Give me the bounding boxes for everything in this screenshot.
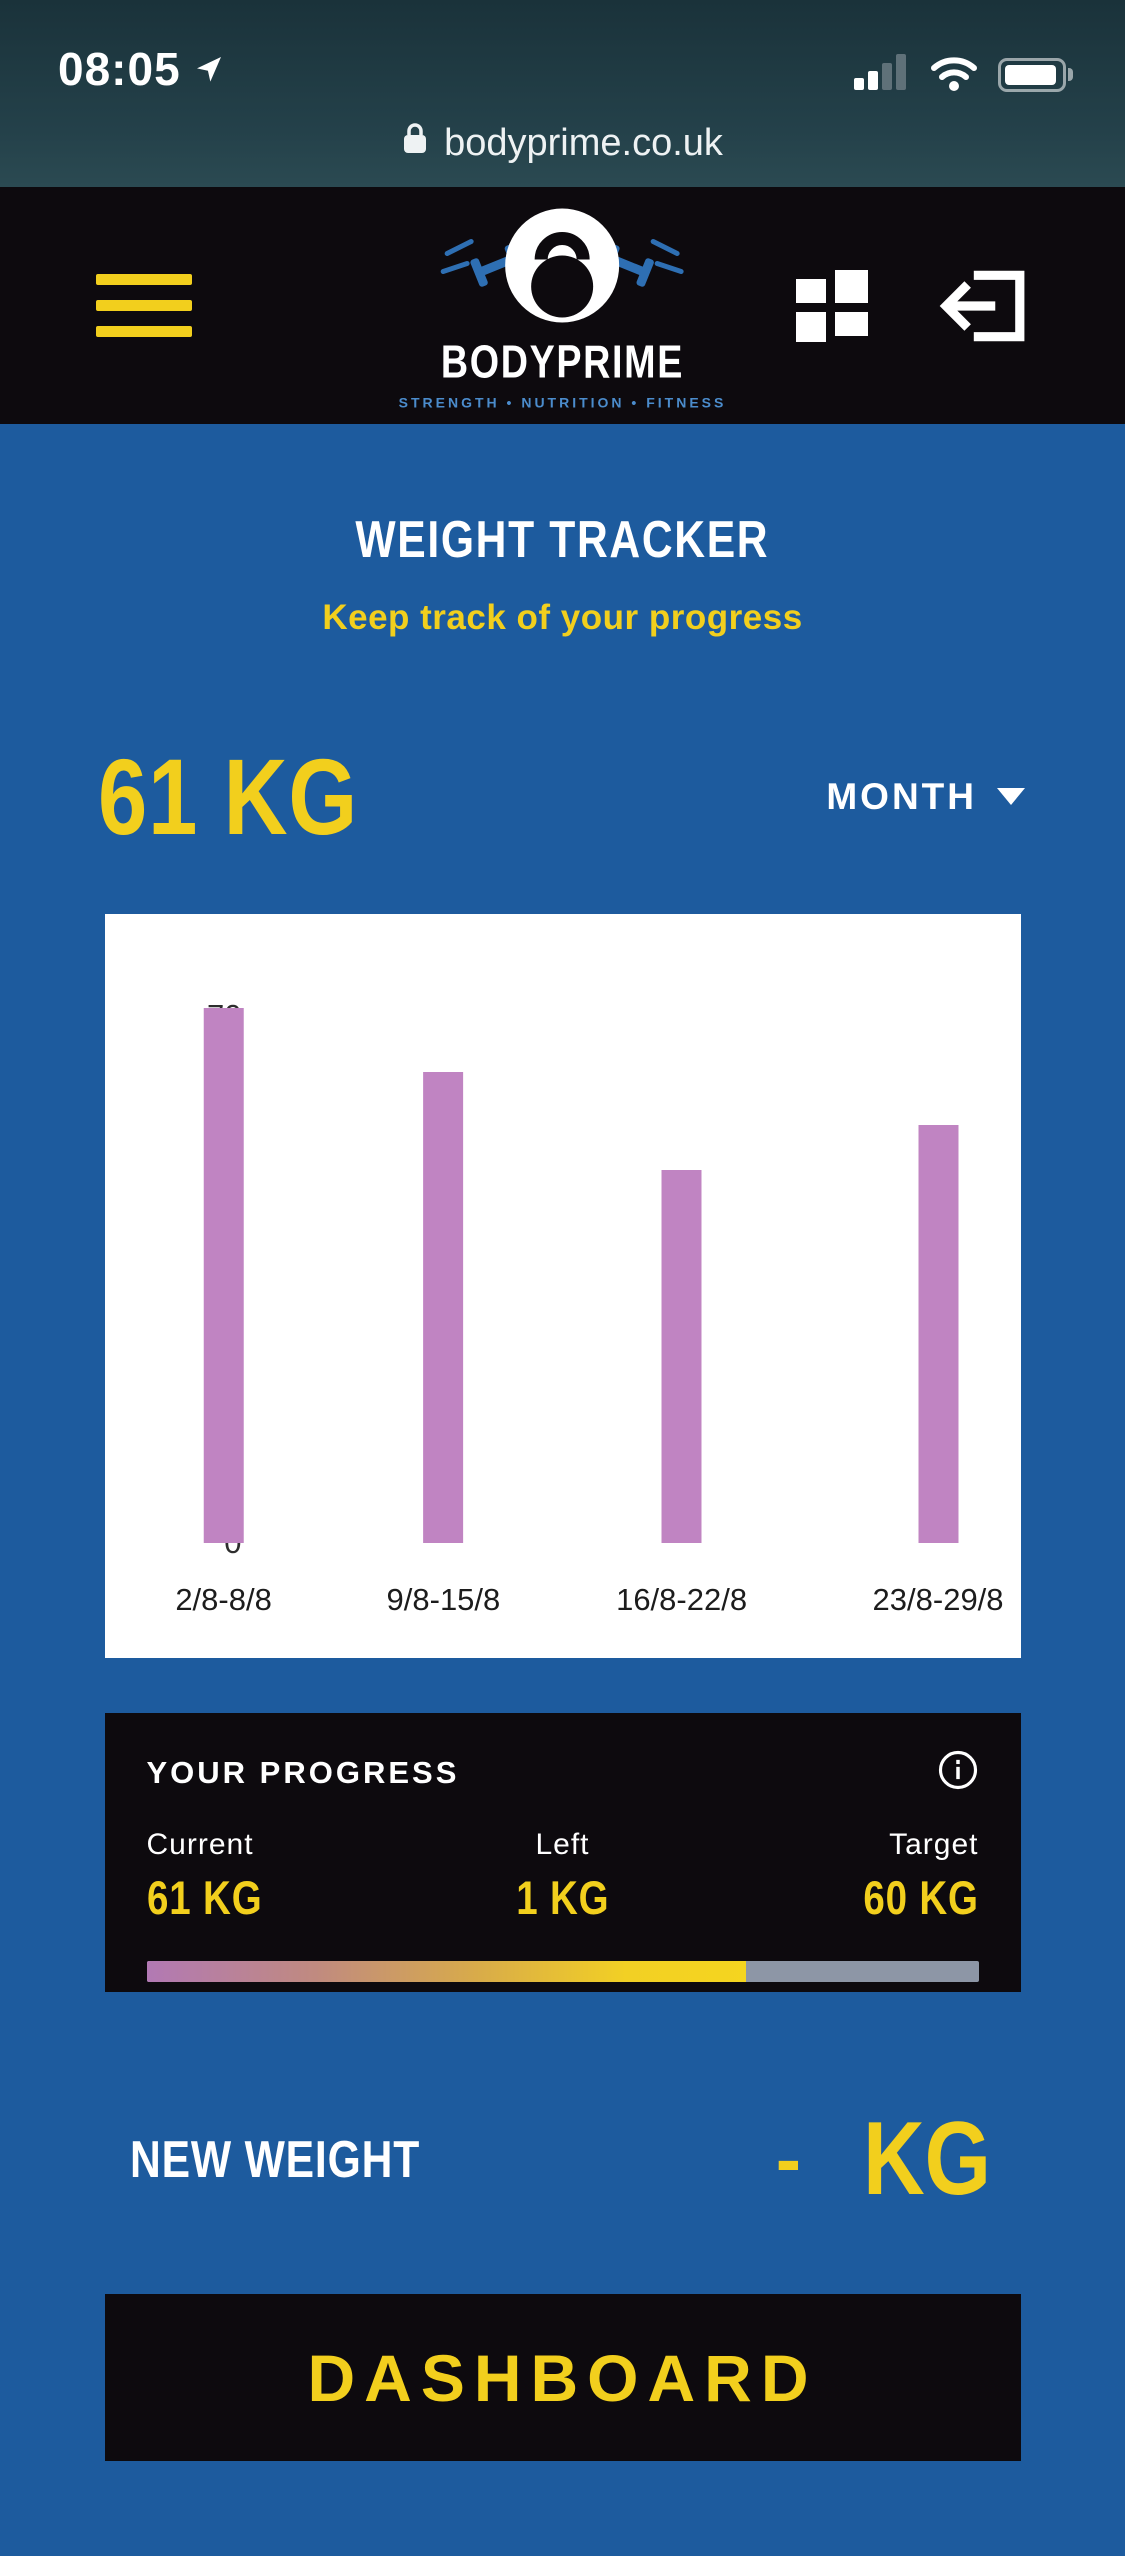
wifi-icon — [928, 53, 980, 96]
status-time: 08:05 — [58, 42, 225, 96]
kettlebell-logo-icon — [437, 208, 687, 339]
chart-plot-area: 0102030405060702/8-8/89/8-15/816/8-22/82… — [105, 914, 1021, 1658]
app-header: BODYPRIME STRENGTH • NUTRITION • FITNESS — [0, 187, 1125, 424]
hamburger-menu-icon[interactable] — [96, 274, 192, 337]
x-axis-label: 23/8-29/8 — [872, 1582, 1004, 1617]
clock-text: 08:05 — [58, 43, 181, 95]
page-subtitle: Keep track of your progress — [322, 598, 803, 637]
header-actions — [793, 267, 1029, 345]
top-chrome: 08:05 — [0, 0, 1125, 187]
progress-card: YOUR PROGRESS Current 61 KG Left 1 KG Ta… — [104, 1713, 1021, 1992]
weight-summary-row: 61 KG MONTH — [0, 734, 1125, 859]
period-dropdown-label: MONTH — [826, 775, 977, 817]
x-axis-label: 2/8-8/8 — [175, 1582, 272, 1617]
progress-current-value: 61 KG — [146, 1871, 262, 1924]
location-arrow-icon — [193, 42, 225, 96]
battery-icon — [998, 57, 1073, 92]
weight-chart: 0102030405060702/8-8/89/8-15/816/8-22/82… — [104, 914, 1021, 1658]
status-icons — [854, 53, 1073, 96]
dashboard-grid-icon[interactable] — [793, 267, 871, 345]
new-weight-row: NEW WEIGHT - KG — [0, 2100, 1125, 2219]
x-axis-label: 9/8-15/8 — [386, 1582, 501, 1617]
x-axis-label: 16/8-22/8 — [616, 1582, 748, 1617]
progress-target-value: 60 KG — [862, 1871, 979, 1924]
progress-bar-track — [146, 1961, 979, 1982]
chart-bar — [203, 1008, 244, 1543]
status-bar: 08:05 — [0, 0, 1125, 104]
lock-icon — [402, 121, 428, 165]
period-dropdown[interactable]: MONTH — [826, 776, 1025, 818]
chart-bar — [661, 1170, 702, 1543]
chart-bar — [918, 1124, 959, 1543]
progress-title: YOUR PROGRESS — [146, 1754, 460, 1790]
cellular-signal-icon — [854, 54, 910, 95]
current-weight-value: 61 KG — [98, 736, 359, 857]
page-title: WEIGHT TRACKER — [355, 511, 770, 569]
url-text: bodyprime.co.uk — [444, 121, 723, 164]
chart-bar-group: 9/8-15/8 — [386, 1072, 501, 1620]
chart-bar-group: 2/8-8/8 — [175, 1008, 272, 1620]
dashboard-button[interactable]: DASHBOARD — [104, 2294, 1021, 2461]
chart-bar-group: 23/8-29/8 — [872, 1124, 1004, 1620]
brand-logo: BODYPRIME STRENGTH • NUTRITION • FITNESS — [399, 201, 727, 410]
progress-bar-fill — [146, 1961, 746, 1982]
browser-address-bar[interactable]: bodyprime.co.uk — [0, 104, 1125, 182]
logo-tagline: STRENGTH • NUTRITION • FITNESS — [398, 394, 727, 410]
chart-bar — [423, 1072, 464, 1543]
chevron-down-icon — [997, 788, 1025, 805]
progress-left-label: Left — [535, 1828, 590, 1861]
progress-current-label: Current — [146, 1828, 254, 1861]
new-weight-label: NEW WEIGHT — [130, 2130, 421, 2189]
logout-icon[interactable] — [937, 267, 1029, 345]
progress-left-value: 1 KG — [515, 1871, 610, 1924]
info-icon[interactable] — [937, 1749, 979, 1796]
progress-target-label: Target — [889, 1828, 979, 1861]
new-weight-input[interactable]: - KG — [776, 2100, 991, 2219]
progress-stats: Current 61 KG Left 1 KG Target 60 KG — [147, 1828, 979, 1925]
new-weight-value: - — [775, 2117, 801, 2202]
logo-title: BODYPRIME — [440, 335, 685, 387]
chart-bar-group: 16/8-22/8 — [616, 1170, 747, 1620]
new-weight-unit: KG — [863, 2101, 991, 2217]
